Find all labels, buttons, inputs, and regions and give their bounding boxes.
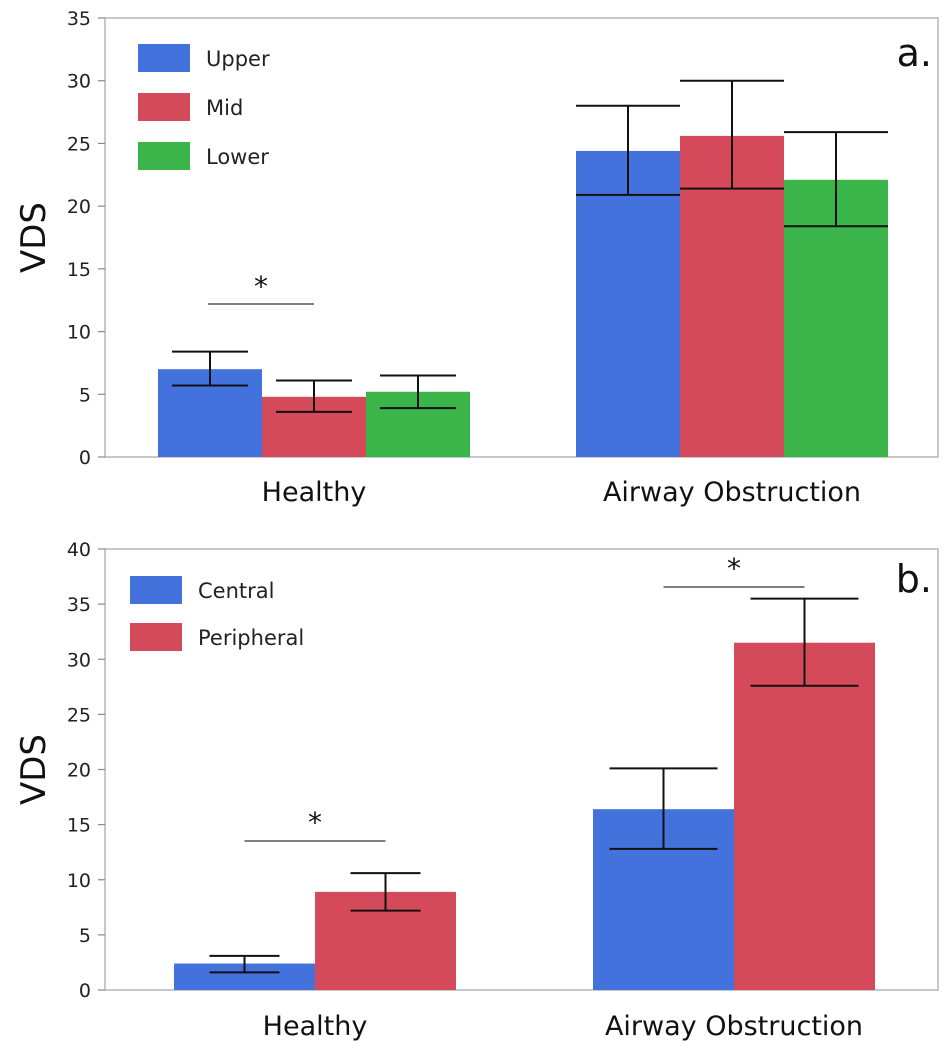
y-tick-label: 40 [67,539,91,561]
significance-star: * [254,270,268,303]
y-tick-label: 15 [67,815,91,837]
x-category-label: Healthy [263,1011,368,1042]
bar-peripheral-airway-obstruction [734,642,875,990]
legend-swatch-mid [138,93,190,121]
y-tick-label: 20 [67,760,91,782]
y-tick-label: 20 [67,196,91,218]
legend-label-peripheral: Peripheral [198,626,304,650]
legend-label-mid: Mid [206,96,243,120]
chart-panel-b: 0 5 10 15 20 25 30 35 40 VDS Healthy Airway Obstruc… [14,539,939,1042]
x-category-label: Healthy [262,477,367,508]
y-axis-title: VDS [14,734,54,805]
y-tick-label: 5 [79,384,91,406]
y-tick-label: 0 [79,447,91,469]
legend-swatch-peripheral [130,623,182,651]
y-tick-label: 30 [67,71,91,93]
significance-star: * [727,552,741,585]
legend-label-central: Central [198,579,274,603]
y-tick-label: 15 [67,259,91,281]
legend-label-lower: Lower [206,145,269,169]
y-tick-label: 10 [67,870,91,892]
significance-star: * [308,806,322,839]
legend-swatch-lower [138,142,190,170]
legend-swatch-central [130,576,182,604]
panel-label: b. [896,557,932,601]
legend-swatch-upper [138,44,190,72]
panel-label: a. [897,31,932,75]
y-tick-label: 25 [67,133,91,155]
plot-frame [104,17,939,458]
x-category-label: Airway Obstruction [603,477,861,508]
chart-panel-a: 0 5 10 15 20 25 30 35 VDS Healthy Airway Obstructi… [14,8,939,508]
legend-label-upper: Upper [206,47,270,71]
bar-upper-airway-obstruction [576,150,680,457]
y-axis-title: VDS [14,202,54,273]
y-tick-label: 35 [67,594,91,616]
x-category-label: Airway Obstruction [605,1011,863,1042]
y-tick-label: 30 [67,649,91,671]
y-tick-label: 10 [67,322,91,344]
y-tick-label: 0 [79,980,91,1002]
y-tick-label: 35 [67,8,91,30]
y-tick-label: 25 [67,704,91,726]
y-tick-label: 5 [79,925,91,947]
